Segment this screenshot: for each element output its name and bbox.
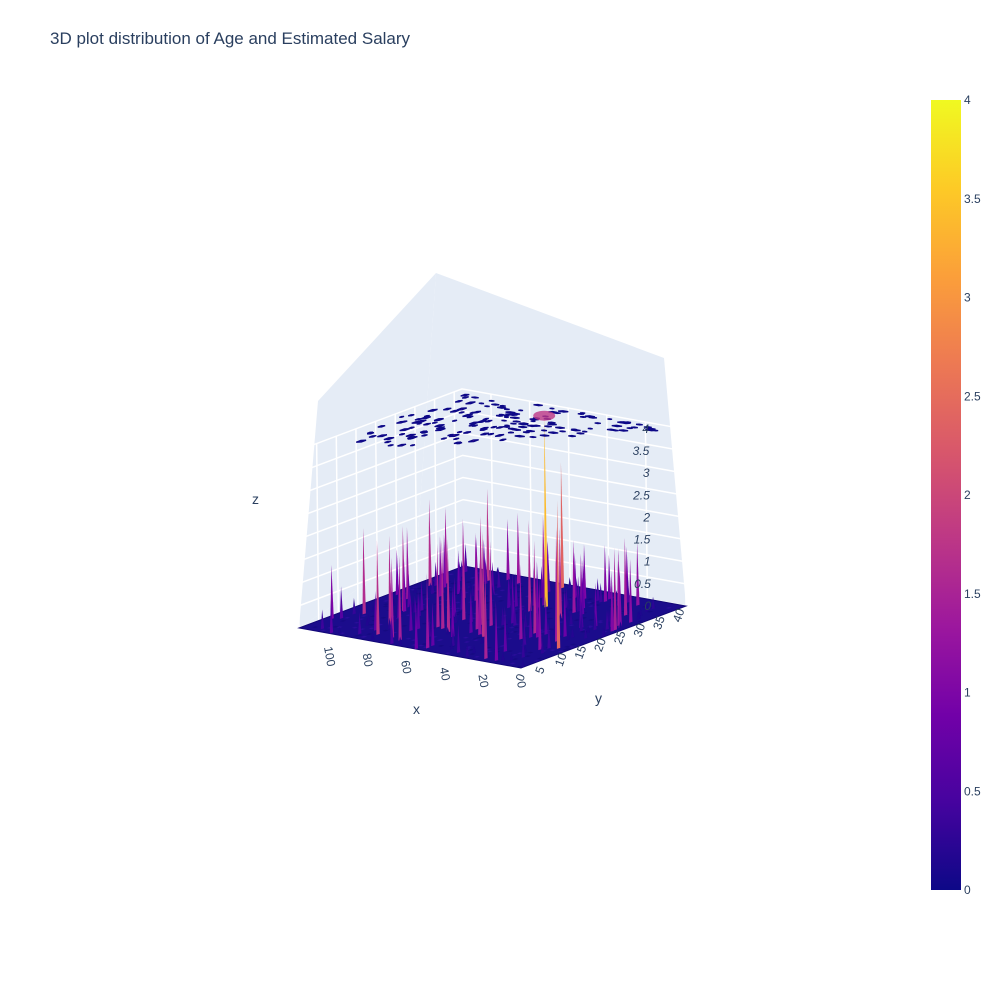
- x-tick-label: 60: [398, 659, 414, 675]
- z-tick-label: 3: [643, 466, 650, 480]
- z-tick-label: 0.5: [634, 577, 651, 591]
- x-axis-ticks: 0 20 40 60 80 100: [321, 645, 529, 689]
- z-tick-label: 1: [644, 555, 651, 569]
- y-tick-label: 0: [513, 672, 529, 683]
- top-contour-projection: [355, 393, 659, 447]
- y-tick-label: 15: [572, 643, 590, 661]
- z-tick-label: 0: [644, 599, 651, 613]
- y-tick-label: 10: [552, 651, 570, 669]
- z-tick-label: 4: [642, 422, 649, 436]
- colorbar-tick-label: 4: [964, 93, 971, 107]
- scene-wall-left: [299, 273, 436, 628]
- colorbar-tick-label: 0: [964, 883, 971, 897]
- y-axis-label: y: [595, 690, 602, 706]
- x-tick-label: 40: [437, 666, 453, 682]
- z-tick-label: 2.5: [632, 488, 650, 502]
- colorbar-tick-label: 3.5: [964, 192, 981, 206]
- x-tick-label: 0: [514, 680, 529, 689]
- colorbar-tick-label: 2.5: [964, 389, 981, 403]
- y-axis-ticks: 05 10 15 20 25 30 35 40: [513, 606, 688, 683]
- x-tick-label: 100: [321, 645, 338, 667]
- colorbar-ticks: 0 0.5 1 1.5 2 2.5 3 3.5 4: [964, 93, 981, 897]
- x-tick-label: 80: [360, 652, 376, 668]
- y-tick-label: 40: [670, 606, 688, 624]
- colorbar-tick-label: 1: [964, 686, 971, 700]
- colorbar: [931, 100, 961, 890]
- chart-title: 3D plot distribution of Age and Estimate…: [50, 29, 411, 48]
- y-tick-label: 35: [650, 614, 668, 632]
- y-tick-label: 25: [611, 628, 629, 646]
- z-tick-label: 3.5: [633, 444, 650, 458]
- colorbar-tick-label: 0.5: [964, 784, 981, 798]
- y-tick-label: 30: [631, 621, 649, 639]
- colorbar-tick-label: 1.5: [964, 587, 981, 601]
- colorbar-tick-label: 2: [964, 488, 971, 502]
- x-tick-label: 20: [475, 673, 491, 689]
- y-tick-label: 20: [591, 636, 609, 654]
- z-tick-label: 2: [642, 510, 650, 524]
- z-tick-label: 1.5: [634, 533, 651, 547]
- z-axis-label: z: [252, 491, 259, 507]
- colorbar-tick-label: 3: [964, 291, 971, 305]
- z-axis-ticks: 0 0.5 1 1.5 2 2.5 3 3.5 4: [632, 422, 651, 613]
- surface-trace: [297, 415, 688, 669]
- scene-wall-right: [417, 273, 686, 606]
- y-tick-label: 5: [532, 664, 548, 675]
- x-axis-label: x: [413, 701, 420, 717]
